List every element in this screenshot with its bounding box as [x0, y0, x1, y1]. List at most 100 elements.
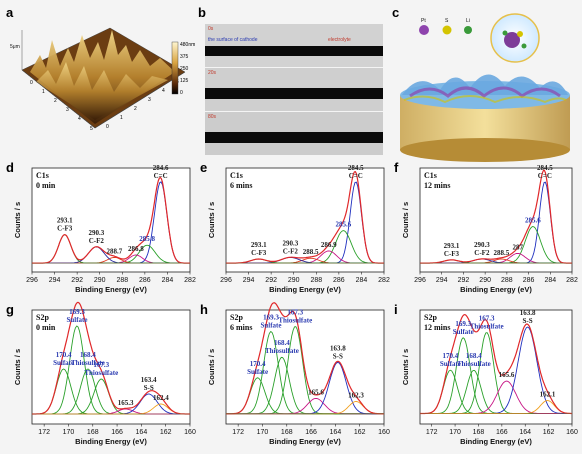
x-tick-label: 294 [436, 277, 448, 284]
y-axis-label: Counts / s [207, 349, 216, 385]
peak-label: 170.4 [443, 352, 459, 360]
colorbar-label: 375 [180, 54, 189, 60]
afm-unit-label: 5μm [10, 44, 20, 50]
x-tick-label: 168 [87, 429, 99, 436]
peak-label: C-F3 [251, 249, 267, 257]
x-tick-label: 290 [288, 277, 300, 284]
peak-label: Thiosulfate [71, 359, 105, 367]
y-axis-label: Counts / s [13, 202, 22, 238]
panel-c: c Pt S Li [392, 5, 570, 162]
plot-frame [419, 309, 573, 425]
legend-label: S [445, 18, 449, 24]
peak-label: S-S [523, 317, 533, 325]
x-tick-label: 172 [426, 429, 438, 436]
x-tick-label: 286 [333, 277, 345, 284]
peak-label: 290.3 [474, 241, 490, 249]
x-tick-label: 296 [26, 277, 38, 284]
time-label: 6 mins [230, 323, 252, 332]
afm-x-tick: 3 [66, 107, 69, 113]
s-atom-icon [442, 25, 452, 35]
afm-y-tick: 0 [106, 124, 109, 130]
peak-label: Sulfate [247, 368, 268, 376]
x-tick-label: 162 [354, 429, 366, 436]
afm-y-tick: 4 [162, 88, 165, 94]
afm-surface [21, 27, 186, 129]
xps-panel-g: g170.4Sulfate169.3Sulfate168.4Thiosulfat… [6, 301, 196, 446]
peak-label: 162.4 [153, 394, 169, 402]
x-tick-label: 284 [162, 277, 174, 284]
x-tick-label: 170 [63, 429, 75, 436]
afm-colorbar: 480nm 375 250 125 0 [171, 41, 195, 96]
x-tick-label: 160 [184, 429, 196, 436]
peak-label: 285.8 [139, 235, 155, 243]
peak-label: 163.4 [141, 376, 157, 384]
x-tick-label: 286 [139, 277, 151, 284]
x-tick-label: 170 [257, 429, 269, 436]
x-tick-label: 282 [566, 277, 578, 284]
xps-charts: d 284.6C=C285.8286.8288.7290.3C-F2293.1C-… [6, 160, 578, 446]
peak-label: 165.6 [308, 388, 324, 396]
colorbar-label: 480nm [180, 42, 195, 48]
peak-label: 293.1 [57, 217, 73, 225]
time-label: 0 min [36, 181, 56, 190]
x-tick-label: 172 [232, 429, 244, 436]
time-label: 12 mins [424, 181, 450, 190]
peak-label: Thiosulfate [470, 322, 504, 330]
colorbar-label: 250 [180, 66, 189, 72]
x-tick-label: 296 [220, 277, 232, 284]
x-tick-label: 164 [136, 429, 148, 436]
envelope-curve [420, 313, 572, 415]
pt-atom-icon [419, 25, 429, 35]
peak-label: 169.3 [455, 320, 471, 328]
peak-label: 293.1 [444, 242, 460, 250]
x-tick-label: 172 [38, 429, 50, 436]
peak-label: 168.4 [466, 352, 482, 360]
frame-time-label: 0s [208, 26, 214, 32]
element-legend: Pt S Li [419, 18, 472, 35]
x-tick-label: 282 [184, 277, 196, 284]
x-tick-label: 166 [496, 429, 508, 436]
peak-label: Thiosulfate [457, 360, 491, 368]
x-tick-label: 290 [479, 277, 491, 284]
x-tick-label: 162 [543, 429, 555, 436]
plot-frame [225, 309, 385, 425]
peak-label: 169.3 [69, 308, 85, 316]
video-frame-1: 20s [205, 68, 383, 111]
peak-label: C-F2 [474, 249, 490, 257]
peak-label: 286.9 [321, 241, 337, 249]
core-level-label: S2p [230, 313, 243, 322]
x-tick-label: 164 [519, 429, 531, 436]
afm-y-tick: 3 [148, 97, 151, 103]
colorbar-label: 0 [180, 90, 183, 96]
peak-label: S-S [333, 352, 343, 360]
peak-label: Thiosulfate [265, 347, 299, 355]
time-label: 12 mins [424, 323, 450, 332]
x-tick-label: 288 [116, 277, 128, 284]
afm-x-tick: 0 [30, 80, 33, 86]
peak-label: 285.6 [525, 217, 541, 225]
afm-y-tick: 1 [120, 115, 123, 121]
x-tick-label: 284 [544, 277, 556, 284]
colorbar-label: 125 [180, 78, 189, 84]
peak-label: Sulfate [260, 321, 281, 329]
peak-label: 288.5 [303, 248, 319, 256]
peak-label: 284.6 [153, 164, 169, 172]
time-label: 6 mins [230, 181, 252, 190]
cathode-cylinder [400, 74, 570, 162]
x-axis-label: Binding Energy (eV) [269, 437, 341, 446]
afm-x-tick: 5 [90, 126, 93, 132]
peak-label: 286.8 [128, 245, 144, 253]
peak-label: C-F2 [283, 247, 299, 255]
peak-label: 170.4 [56, 351, 72, 359]
peak-label: 285.6 [335, 221, 351, 229]
panel-a: a 5μm 0 1 2 3 4 5 0 1 2 3 4 5 480nm [6, 5, 195, 132]
panel-label: d [6, 160, 14, 175]
x-tick-label: 164 [330, 429, 342, 436]
peak-label: 167.3 [479, 314, 495, 322]
y-axis-label: Counts / s [13, 349, 22, 385]
envelope-curve [32, 301, 190, 415]
peak-label: C=C [154, 172, 168, 180]
envelope-curve [420, 169, 572, 264]
x-axis-label: Binding Energy (eV) [460, 437, 532, 446]
